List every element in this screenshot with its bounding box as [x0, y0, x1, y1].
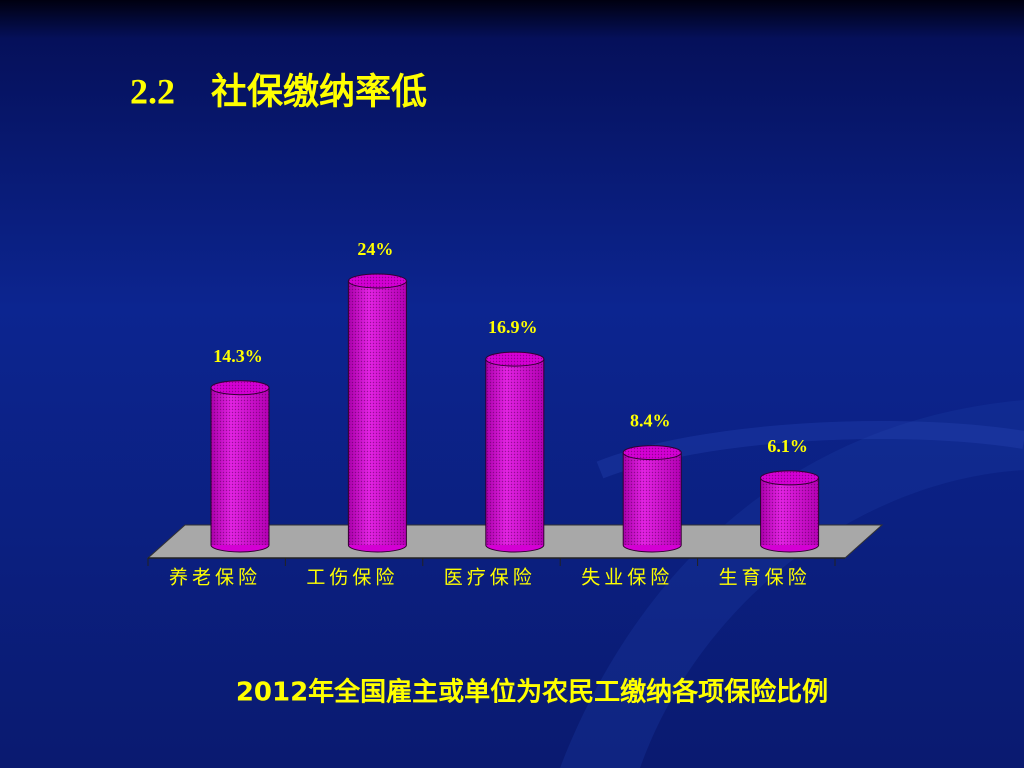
bar-top-texture — [211, 380, 269, 395]
bar-texture — [623, 452, 682, 545]
bar-top-texture — [485, 352, 544, 367]
x-tick-label: 失业保险 — [581, 567, 673, 589]
x-tick-label: 养老保险 — [169, 567, 261, 589]
bar-bottom — [760, 544, 820, 553]
bar-top-texture — [348, 274, 407, 288]
bar-bottom — [210, 544, 270, 553]
bar-texture — [211, 387, 269, 545]
bar-top-texture — [623, 445, 682, 460]
x-tick-label: 工伤保险 — [306, 567, 398, 589]
bar-bottom — [347, 544, 407, 553]
slide-title: 2.2 社保缴纳率低 — [130, 71, 427, 111]
x-tick-label: 医疗保险 — [444, 567, 536, 589]
bar-texture — [760, 477, 819, 545]
bar-bottom — [485, 544, 545, 553]
plot-area: 14.3% 养老保险 24% 工伤保险 16.9% 医疗保险 8.4% 失业保险 6.1% 生育保… — [147, 239, 836, 589]
x-tick-label: 生育保险 — [719, 567, 811, 589]
data-label: 16.9% — [488, 317, 538, 337]
decor-swoosh — [560, 400, 1024, 768]
bar-texture — [348, 281, 407, 545]
data-label: 8.4% — [630, 411, 671, 431]
bar-bottom — [622, 544, 682, 553]
bar-top-texture — [760, 470, 819, 485]
bar-texture — [485, 359, 544, 545]
chart-caption: 2012年全国雇主或单位为农民工缴纳各项保险比例 — [236, 677, 828, 708]
data-label: 14.3% — [213, 346, 263, 366]
data-label: 6.1% — [767, 436, 808, 456]
data-label: 24% — [357, 239, 393, 259]
